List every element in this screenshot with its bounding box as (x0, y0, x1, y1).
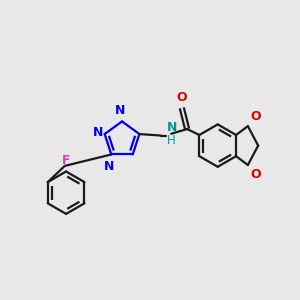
Text: N: N (167, 121, 177, 134)
Text: O: O (250, 110, 261, 123)
Text: N: N (116, 104, 126, 117)
Text: F: F (62, 154, 70, 167)
Text: O: O (250, 168, 261, 181)
Text: O: O (176, 91, 187, 104)
Text: H: H (167, 134, 176, 147)
Text: N: N (93, 126, 104, 139)
Text: N: N (104, 160, 114, 173)
